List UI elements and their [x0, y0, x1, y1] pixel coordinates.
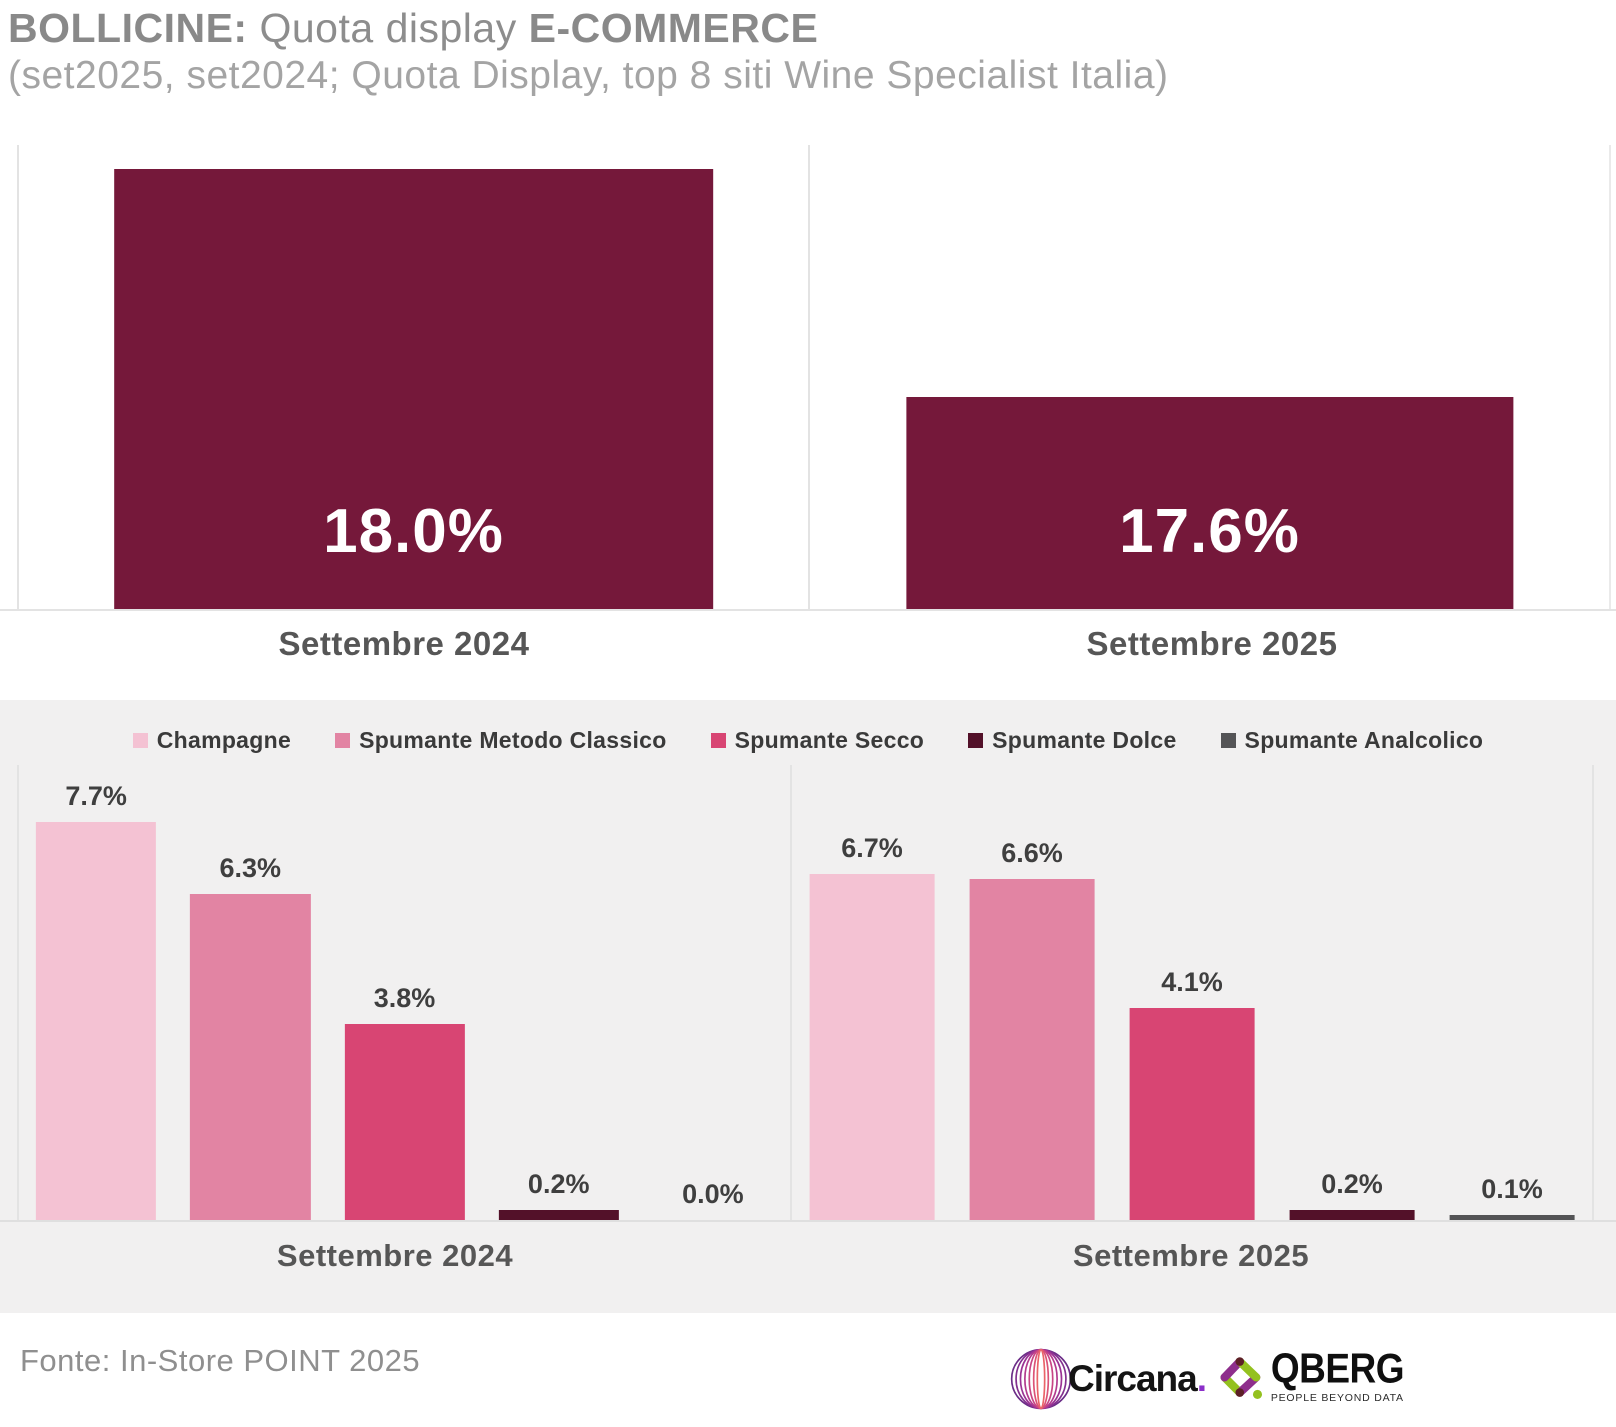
qberg-tagline: PEOPLE BEYOND DATA	[1271, 1392, 1404, 1404]
bar-spumante-analcolico	[1450, 1215, 1575, 1220]
qberg-wordmark: QBERG	[1271, 1349, 1404, 1388]
top-x-axis-labels: Settembre 2024 Settembre 2025	[0, 625, 1616, 663]
circana-period: .	[1197, 1358, 1206, 1399]
bar-slot-champagne: 7.7%	[19, 765, 173, 1220]
value-label-spumante-secco: 4.1%	[1161, 967, 1223, 998]
top-chart-settembre-2025: 17.6%	[808, 145, 1616, 609]
legend-swatch-icon	[133, 733, 148, 748]
legend-item-spumante-secco: Spumante Secco	[711, 727, 925, 754]
legend-label: Spumante Dolce	[992, 727, 1176, 754]
bar-slot-spumante-metodo-classico: 6.6%	[952, 765, 1112, 1220]
plot-area: 18.0%	[17, 145, 808, 609]
page-subtitle: (set2025, set2024; Quota Display, top 8 …	[8, 53, 1169, 100]
bar-spumante-dolce	[499, 1210, 619, 1220]
bar-slot-spumante-secco: 3.8%	[327, 765, 481, 1220]
group-settembre-2024: 7.7% 6.3% 3.8% 0.2% 0.0%	[17, 765, 790, 1220]
bar-champagne	[810, 874, 935, 1220]
bottom-x-axis-labels: Settembre 2024 Settembre 2025	[0, 1238, 1616, 1274]
x-label-settembre-2025: Settembre 2025	[790, 1238, 1592, 1274]
x-label-settembre-2024: Settembre 2024	[0, 625, 808, 663]
value-label-spumante-dolce: 0.2%	[528, 1169, 590, 1200]
title-middle: Quota display	[248, 5, 529, 51]
qberg-logo: QBERG PEOPLE BEYOND DATA	[1212, 1338, 1404, 1417]
circana-logo: Circana.	[1008, 1330, 1206, 1427]
legend-label: Spumante Metodo Classico	[359, 727, 667, 754]
top-chart-row: 18.0% 17.6%	[0, 145, 1616, 611]
legend-item-spumante-metodo-classico: Spumante Metodo Classico	[335, 727, 667, 754]
bar-spumante-secco	[344, 1024, 464, 1220]
bar-spumante-metodo-classico	[970, 879, 1095, 1220]
legend-swatch-icon	[335, 733, 350, 748]
bar-spumante-metodo-classico	[190, 894, 310, 1220]
title-category: BOLLICINE:	[8, 5, 248, 51]
bar-value-label: 18.0%	[323, 496, 504, 567]
legend-label: Spumante Secco	[735, 727, 925, 754]
segment-chart-section: Champagne Spumante Metodo Classico Spumant…	[0, 700, 1616, 1313]
value-label-champagne: 7.7%	[65, 781, 127, 812]
bar-value-label: 17.6%	[1119, 496, 1300, 567]
page-title: BOLLICINE: Quota display E-COMMERCE	[8, 4, 1169, 53]
bar-slot-spumante-analcolico: 0.0%	[636, 765, 790, 1220]
chart-header: BOLLICINE: Quota display E-COMMERCE (set…	[8, 4, 1169, 100]
group-settembre-2025: 6.7% 6.6% 4.1% 0.2% 0.1%	[790, 765, 1594, 1220]
bar-spumante-secco	[1130, 1008, 1255, 1220]
legend-swatch-icon	[711, 733, 726, 748]
bottom-chart-row: 7.7% 6.3% 3.8% 0.2% 0.0% 6.7% 6.6% 4.1% 0.2% 0.1…	[0, 765, 1616, 1222]
x-label-settembre-2025: Settembre 2025	[808, 625, 1616, 663]
value-label-spumante-analcolico: 0.1%	[1481, 1174, 1543, 1205]
bar-slot-champagne: 6.7%	[792, 765, 952, 1220]
bar-slot-spumante-metodo-classico: 6.3%	[173, 765, 327, 1220]
bar-settembre-2025: 17.6%	[906, 397, 1513, 609]
title-channel: E-COMMERCE	[529, 5, 819, 51]
legend-item-spumante-dolce: Spumante Dolce	[968, 727, 1176, 754]
value-label-spumante-metodo-classico: 6.3%	[220, 853, 282, 884]
legend-swatch-icon	[1221, 733, 1236, 748]
value-label-champagne: 6.7%	[841, 833, 903, 864]
legend-swatch-icon	[968, 733, 983, 748]
legend-item-champagne: Champagne	[133, 727, 291, 754]
legend-item-spumante-analcolico: Spumante Analcolico	[1221, 727, 1484, 754]
value-label-spumante-secco: 3.8%	[374, 983, 436, 1014]
value-label-spumante-analcolico: 0.0%	[682, 1179, 744, 1210]
value-label-spumante-metodo-classico: 6.6%	[1001, 838, 1063, 869]
x-label-settembre-2024: Settembre 2024	[0, 1238, 790, 1274]
bar-slot-spumante-analcolico: 0.1%	[1432, 765, 1592, 1220]
bar-slot-spumante-secco: 4.1%	[1112, 765, 1272, 1220]
plot-area: 17.6%	[808, 145, 1611, 609]
bar-champagne	[36, 822, 156, 1220]
bar-settembre-2024: 18.0%	[114, 169, 714, 609]
bar-slot-spumante-dolce: 0.2%	[482, 765, 636, 1220]
source-note: Fonte: In-Store POINT 2025	[20, 1343, 420, 1379]
circana-name: Circana	[1068, 1358, 1197, 1399]
bar-slot-spumante-dolce: 0.2%	[1272, 765, 1432, 1220]
bar-spumante-dolce	[1290, 1210, 1415, 1220]
legend-label: Spumante Analcolico	[1245, 727, 1484, 754]
value-label-spumante-dolce: 0.2%	[1321, 1169, 1383, 1200]
legend: Champagne Spumante Metodo Classico Spumant…	[0, 700, 1616, 753]
top-chart-settembre-2024: 18.0%	[0, 145, 808, 609]
legend-label: Champagne	[157, 727, 291, 754]
circana-wordmark: Circana.	[1068, 1358, 1206, 1400]
footer: Fonte: In-Store POINT 2025 Circana.	[0, 1313, 1616, 1427]
qberg-diamond-icon	[1217, 1347, 1264, 1409]
circana-sphere-icon	[1008, 1335, 1074, 1423]
